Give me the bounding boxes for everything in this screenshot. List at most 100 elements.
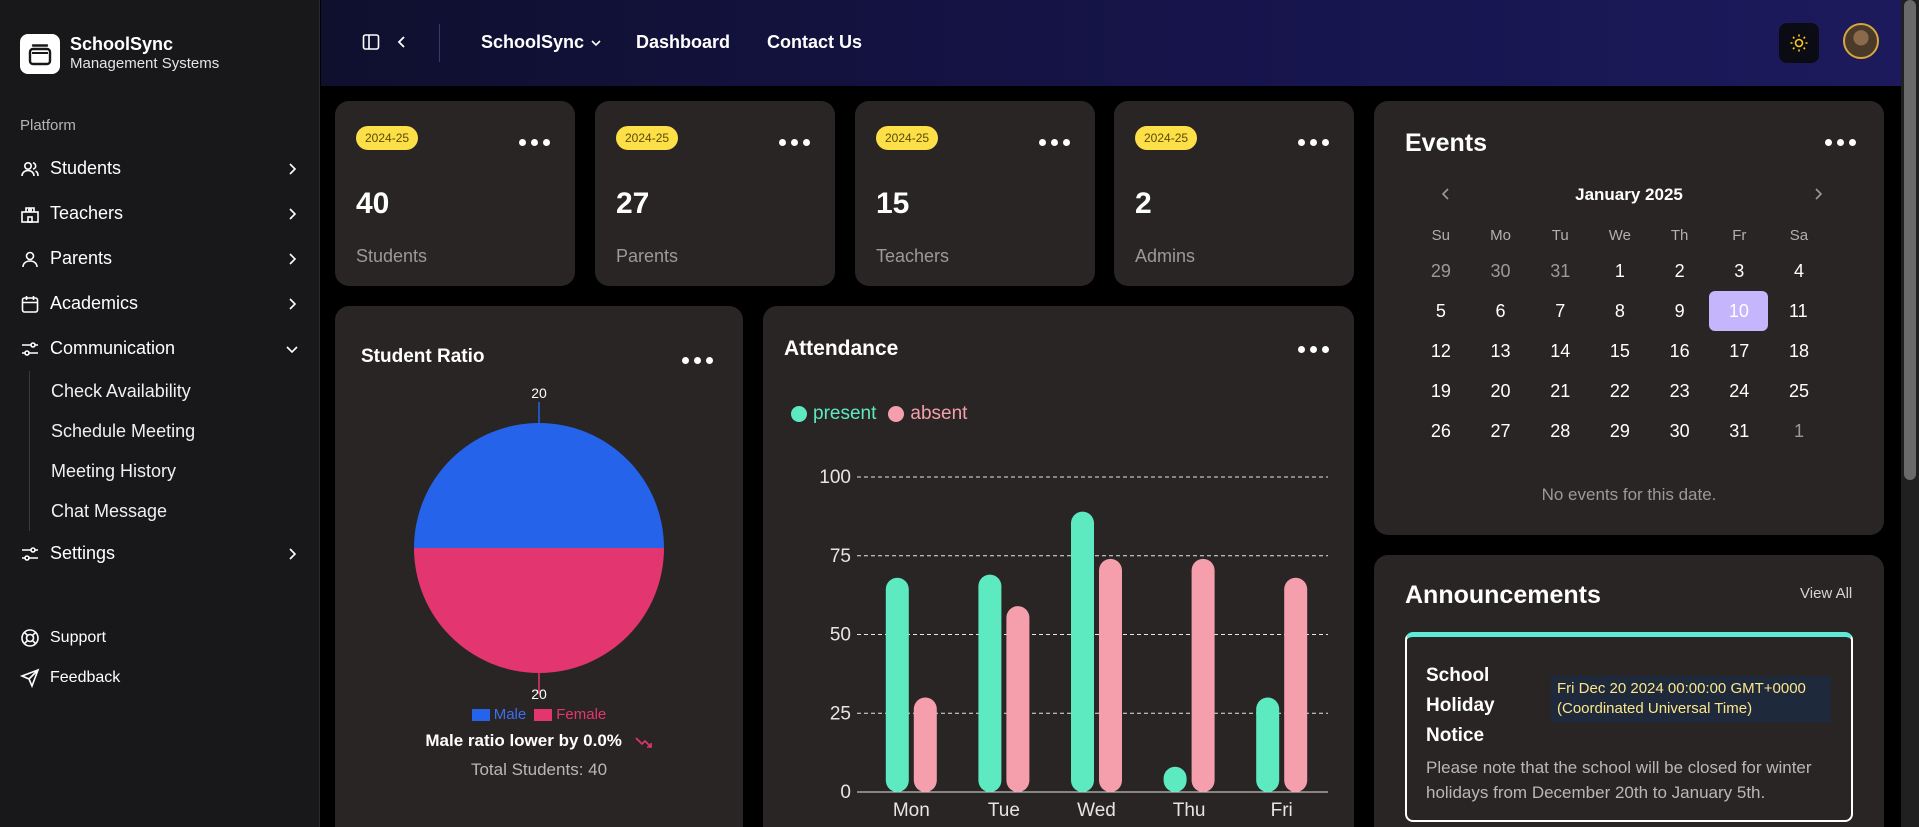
more-menu-icon[interactable] bbox=[1298, 139, 1329, 146]
prev-month-button[interactable] bbox=[1439, 185, 1459, 205]
calendar-day[interactable]: 31 bbox=[1729, 420, 1750, 441]
calendar-day[interactable]: 16 bbox=[1669, 340, 1690, 361]
stat-value: 40 bbox=[356, 187, 390, 220]
calendar-day[interactable]: 10 bbox=[1709, 291, 1769, 331]
subnav-chat-message[interactable]: Chat Message bbox=[51, 500, 168, 521]
stat-card-teachers: 2024-25 15 Teachers bbox=[855, 101, 1095, 286]
support-link[interactable]: Support bbox=[0, 618, 320, 658]
next-month-button[interactable] bbox=[1811, 185, 1831, 205]
calendar-day[interactable]: 12 bbox=[1430, 340, 1451, 361]
calendar-day[interactable]: 5 bbox=[1435, 300, 1446, 321]
sidebar-item-parents[interactable]: Parents bbox=[0, 236, 320, 281]
calendar-day[interactable]: 8 bbox=[1614, 300, 1625, 321]
announcement-date: Fri Dec 20 2024 00:00:00 GMT+0000 (Coord… bbox=[1551, 676, 1831, 722]
scrollbar-thumb[interactable] bbox=[1904, 0, 1916, 480]
bar-present-fri[interactable] bbox=[1256, 697, 1280, 793]
calendar-weekday-row: Su Mo Tu We Th Fr Sa bbox=[1411, 227, 1829, 251]
calendar-day[interactable]: 15 bbox=[1609, 340, 1630, 361]
subnav-check-availability[interactable]: Check Availability bbox=[51, 380, 191, 401]
sidebar-item-students[interactable]: Students bbox=[0, 146, 320, 191]
calendar-day[interactable]: 21 bbox=[1550, 380, 1571, 401]
more-menu-icon[interactable] bbox=[779, 139, 810, 146]
calendar-day[interactable]: 29 bbox=[1609, 420, 1630, 441]
bar-absent-thu[interactable] bbox=[1191, 558, 1215, 792]
chevron-right-icon bbox=[1815, 188, 1823, 200]
view-all-link[interactable]: View All bbox=[1800, 585, 1853, 602]
calendar-day[interactable]: 17 bbox=[1729, 340, 1750, 361]
calendar-day[interactable]: 18 bbox=[1788, 340, 1809, 361]
calendar-day[interactable]: 22 bbox=[1609, 380, 1630, 401]
calendar-day[interactable]: 3 bbox=[1734, 260, 1745, 281]
more-menu-icon[interactable] bbox=[1825, 139, 1856, 146]
weekday-label: Th bbox=[1670, 227, 1689, 244]
back-chevron-icon[interactable] bbox=[392, 32, 412, 52]
brand[interactable]: SchoolSync Management Systems bbox=[20, 34, 219, 74]
feedback-label: Feedback bbox=[50, 669, 121, 686]
bar-present-thu[interactable] bbox=[1163, 766, 1187, 792]
nav-contact-us[interactable]: Contact Us bbox=[767, 32, 863, 52]
bar-present-wed[interactable] bbox=[1071, 511, 1094, 792]
calendar-day[interactable]: 2 bbox=[1674, 260, 1685, 281]
calendar-day[interactable]: 26 bbox=[1430, 420, 1451, 441]
sidebar-item-teachers[interactable]: Teachers bbox=[0, 191, 320, 236]
calendar-day[interactable]: 7 bbox=[1555, 300, 1566, 321]
avatar[interactable] bbox=[1843, 23, 1879, 59]
card-title: Attendance bbox=[784, 337, 899, 360]
bar-absent-fri[interactable] bbox=[1284, 577, 1308, 792]
calendar-day[interactable]: 9 bbox=[1674, 300, 1685, 321]
calendar-day[interactable]: 24 bbox=[1729, 380, 1750, 401]
bar-absent-mon[interactable] bbox=[913, 697, 937, 793]
legend-male[interactable]: Male bbox=[471, 706, 526, 723]
sidebar-toggle-icon[interactable] bbox=[361, 32, 381, 52]
calendar-day[interactable]: 20 bbox=[1490, 380, 1511, 401]
feedback-link[interactable]: Feedback bbox=[0, 658, 320, 698]
calendar-day[interactable]: 25 bbox=[1788, 380, 1809, 401]
theme-toggle-button[interactable] bbox=[1779, 23, 1819, 63]
bar-absent-tue[interactable] bbox=[1006, 606, 1030, 792]
calendar-day[interactable]: 4 bbox=[1793, 260, 1804, 281]
calendar-day[interactable]: 29 bbox=[1430, 260, 1451, 281]
subnav-meeting-history[interactable]: Meeting History bbox=[51, 460, 177, 481]
calendar-day[interactable]: 1 bbox=[1614, 260, 1625, 281]
sidebar-item-settings[interactable]: Settings bbox=[0, 531, 320, 576]
calendar-day[interactable]: 19 bbox=[1430, 380, 1451, 401]
school-icon bbox=[20, 204, 40, 224]
calendar-day[interactable]: 11 bbox=[1788, 300, 1808, 321]
bar-absent-wed[interactable] bbox=[1099, 558, 1122, 792]
calendar-day[interactable]: 27 bbox=[1490, 420, 1511, 441]
legend-female[interactable]: Female bbox=[534, 706, 606, 723]
stat-label: Parents bbox=[616, 246, 679, 266]
calendar-day[interactable]: 1 bbox=[1793, 420, 1804, 441]
app-switcher[interactable]: SchoolSync bbox=[481, 32, 602, 53]
nav-dashboard[interactable]: Dashboard bbox=[636, 32, 731, 52]
bar-present-tue[interactable] bbox=[978, 574, 1002, 792]
calendar-day[interactable]: 6 bbox=[1495, 300, 1506, 321]
bar-present-mon[interactable] bbox=[885, 577, 909, 792]
calendar-day[interactable]: 13 bbox=[1490, 340, 1511, 361]
calendar-day[interactable]: 30 bbox=[1669, 420, 1690, 441]
sidebar-item-academics[interactable]: Academics bbox=[0, 281, 320, 326]
legend-absent[interactable]: absent bbox=[888, 403, 967, 425]
calendar-day[interactable]: 30 bbox=[1490, 260, 1511, 281]
stat-value: 27 bbox=[616, 187, 650, 220]
calendar-day[interactable]: 23 bbox=[1669, 380, 1690, 401]
pie-slice-female[interactable] bbox=[414, 548, 664, 673]
support-label: Support bbox=[50, 629, 107, 646]
more-menu-icon[interactable] bbox=[1039, 139, 1070, 146]
calendar-day[interactable]: 14 bbox=[1550, 340, 1571, 361]
sliders-icon bbox=[20, 544, 40, 564]
pie-slice-male[interactable] bbox=[414, 423, 664, 548]
calendar-day[interactable]: 31 bbox=[1550, 260, 1571, 281]
more-menu-icon[interactable] bbox=[1298, 346, 1329, 353]
calendar-day[interactable]: 28 bbox=[1550, 420, 1571, 441]
announcement-item[interactable]: School Holiday Notice Fri Dec 20 2024 00… bbox=[1405, 632, 1853, 822]
legend-present[interactable]: present bbox=[791, 403, 876, 425]
calendar-week-row: 19 20 21 22 23 24 25 bbox=[1411, 371, 1829, 411]
subnav-schedule-meeting[interactable]: Schedule Meeting bbox=[51, 420, 196, 441]
sidebar-item-label: Academics bbox=[50, 293, 139, 313]
more-menu-icon[interactable] bbox=[682, 357, 713, 364]
more-menu-icon[interactable] bbox=[519, 139, 550, 146]
ratio-summary: Male ratio lower by 0.0% bbox=[335, 731, 743, 751]
sidebar-item-communication[interactable]: Communication bbox=[0, 326, 320, 371]
sidebar-item-label: Students bbox=[50, 158, 122, 178]
